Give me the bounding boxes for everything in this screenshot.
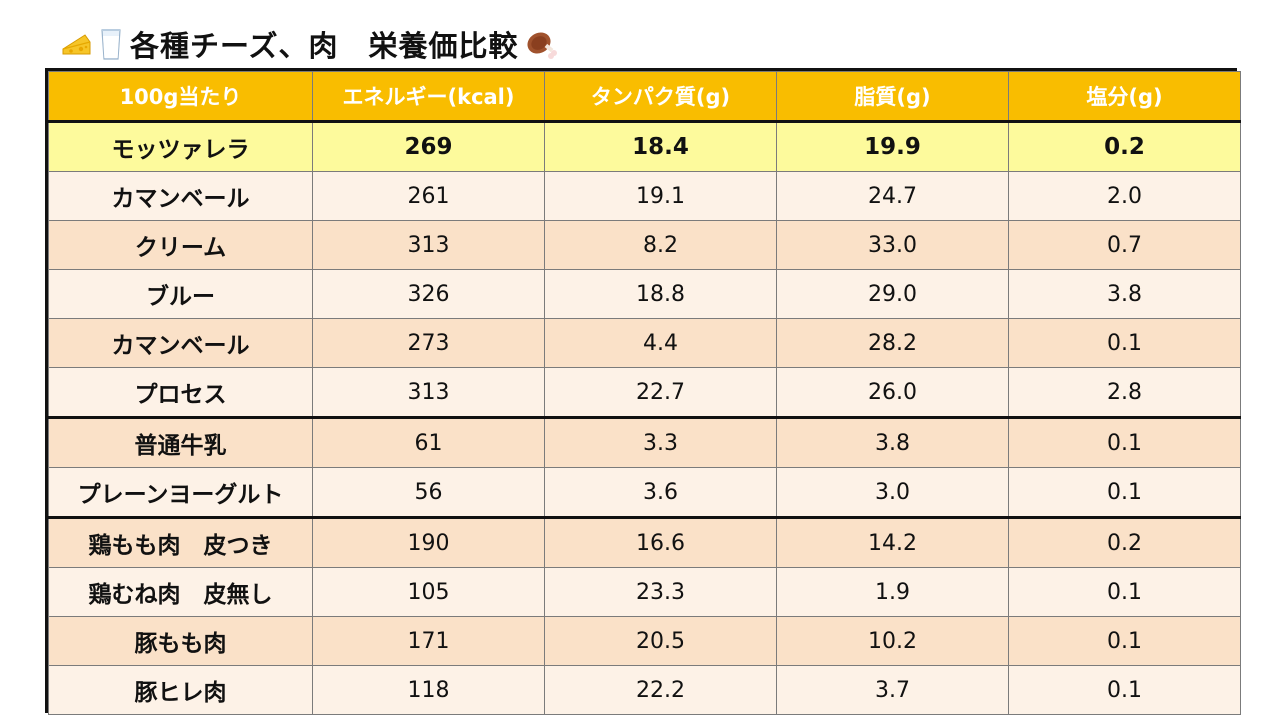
table-row: 普通牛乳 61 3.3 3.8 0.1 [48,416,1241,468]
row-label: カマンベール [48,171,313,221]
table-cell: 171 [312,616,545,666]
table-cell: 28.2 [776,318,1009,368]
row-label: 豚ヒレ肉 [48,665,313,715]
table-cell: 20.5 [544,616,777,666]
cheese-icon [62,34,91,55]
table-cell: 19.1 [544,171,777,221]
table-row: カマンベール 273 4.4 28.2 0.1 [48,318,1241,368]
table-cell: 18.4 [544,121,777,172]
table-cell: 22.7 [544,367,777,418]
table-cell: 0.1 [1008,616,1241,666]
table-cell: 3.6 [544,467,777,518]
page-title: 各種チーズ、肉 栄養価比較 [130,29,519,63]
table-cell: 261 [312,171,545,221]
table-cell: 273 [312,318,545,368]
table-row: 鶏もも肉 皮つき 190 16.6 14.2 0.2 [48,516,1241,568]
table-cell: 1.9 [776,567,1009,617]
table-row: ブルー 326 18.8 29.0 3.8 [48,269,1241,319]
table-cell: 3.3 [544,416,777,468]
row-label: 鶏むね肉 皮無し [48,567,313,617]
table-cell: 0.1 [1008,567,1241,617]
table-cell: 326 [312,269,545,319]
row-label: ブルー [48,269,313,319]
table-cell: 3.7 [776,665,1009,715]
row-label: 豚もも肉 [48,616,313,666]
table-cell: 0.1 [1008,416,1241,468]
table-cell: 0.7 [1008,220,1241,270]
row-label: プロセス [48,367,313,418]
table-cell: 18.8 [544,269,777,319]
row-label: クリーム [48,220,313,270]
table-cell: 313 [312,220,545,270]
table-header-row: 100g当たり エネルギー(kcal) タンパク質(g) 脂質(g) 塩分(g) [48,71,1241,123]
table-cell: 0.2 [1008,516,1241,568]
table-cell: 105 [312,567,545,617]
nutrition-table: 100g当たり エネルギー(kcal) タンパク質(g) 脂質(g) 塩分(g)… [45,68,1241,715]
title-bar: 各種チーズ、肉 栄養価比較 [60,22,559,66]
table-row: プレーンヨーグルト 56 3.6 3.0 0.1 [48,467,1241,518]
table-cell: 3.0 [776,467,1009,518]
row-label: プレーンヨーグルト [48,467,313,518]
table-cell: 4.4 [544,318,777,368]
table-cell: 61 [312,416,545,468]
column-header: エネルギー(kcal) [312,71,545,123]
table-cell: 33.0 [776,220,1009,270]
table-body: モッツァレラ 269 18.4 19.9 0.2 カマンベール 261 19.1 24.7 2.0… [48,121,1241,715]
table-cell: 19.9 [776,121,1009,172]
table-row: 豚もも肉 171 20.5 10.2 0.1 [48,616,1241,666]
meat-icon [527,32,557,59]
row-label: モッツァレラ [48,121,313,172]
table-cell: 3.8 [776,416,1009,468]
table-cell: 16.6 [544,516,777,568]
table-cell: 0.2 [1008,121,1241,172]
table-cell: 8.2 [544,220,777,270]
table-cell: 14.2 [776,516,1009,568]
row-label: 普通牛乳 [48,416,313,468]
table-cell: 269 [312,121,545,172]
table-cell: 56 [312,467,545,518]
table-cell: 118 [312,665,545,715]
table-cell: 23.3 [544,567,777,617]
row-label: 鶏もも肉 皮つき [48,516,313,568]
table-cell: 29.0 [776,269,1009,319]
table-cell: 26.0 [776,367,1009,418]
row-label: カマンベール [48,318,313,368]
table-cell: 2.8 [1008,367,1241,418]
table-row: プロセス 313 22.7 26.0 2.8 [48,367,1241,418]
table-cell: 22.2 [544,665,777,715]
milk-icon [101,29,121,60]
table-cell: 10.2 [776,616,1009,666]
table-row: モッツァレラ 269 18.4 19.9 0.2 [48,121,1241,172]
column-header: 100g当たり [48,71,313,123]
table-cell: 313 [312,367,545,418]
column-header: タンパク質(g) [544,71,777,123]
table-cell: 0.1 [1008,467,1241,518]
table-cell: 0.1 [1008,665,1241,715]
table-row: 鶏むね肉 皮無し 105 23.3 1.9 0.1 [48,567,1241,617]
table-cell: 190 [312,516,545,568]
table-cell: 0.1 [1008,318,1241,368]
table-cell: 3.8 [1008,269,1241,319]
table-row: 豚ヒレ肉 118 22.2 3.7 0.1 [48,665,1241,715]
table-cell: 24.7 [776,171,1009,221]
table-row: クリーム 313 8.2 33.0 0.7 [48,220,1241,270]
table-cell: 2.0 [1008,171,1241,221]
column-header: 脂質(g) [776,71,1009,123]
table-row: カマンベール 261 19.1 24.7 2.0 [48,171,1241,221]
column-header: 塩分(g) [1008,71,1241,123]
